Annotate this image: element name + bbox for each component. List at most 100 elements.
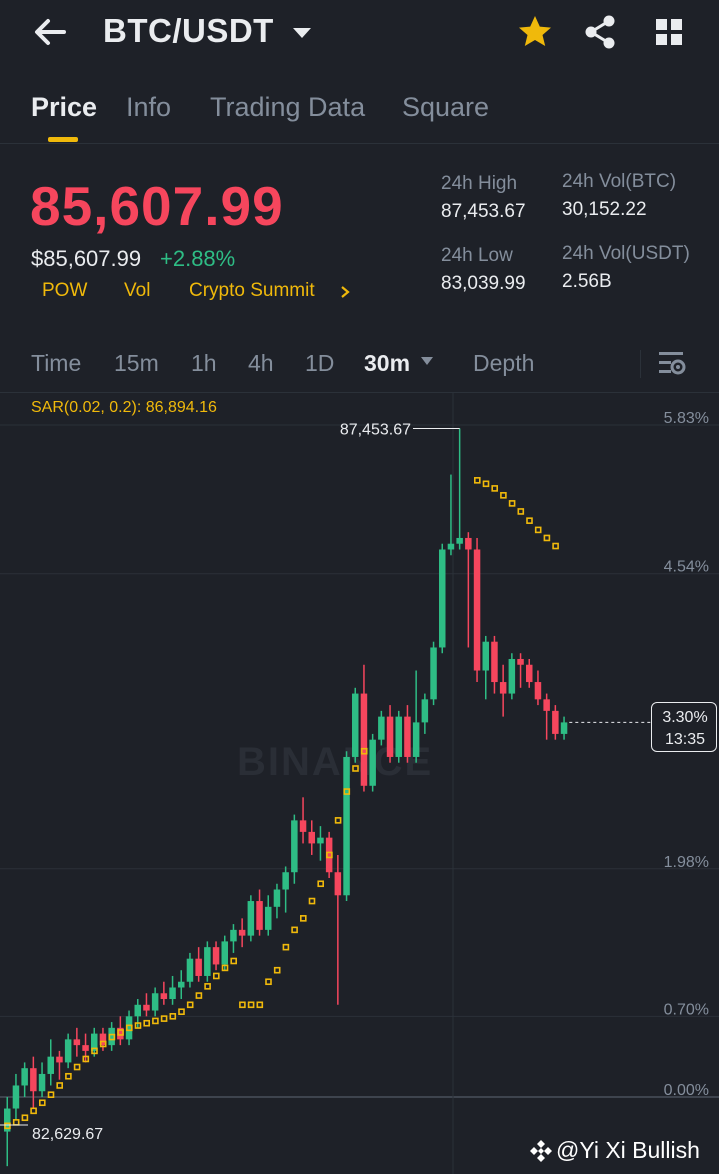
sar-dot <box>186 1001 194 1009</box>
grid-icon[interactable] <box>648 12 690 52</box>
tag-vol[interactable]: Vol <box>124 280 151 301</box>
sar-dot <box>317 880 325 888</box>
sar-dot <box>195 992 203 999</box>
sar-dot <box>160 1015 168 1022</box>
candle <box>334 872 342 896</box>
interval-depth[interactable]: Depth <box>473 350 535 376</box>
sar-dot <box>273 966 281 974</box>
axis-tick-label: 0.70% <box>664 1001 709 1018</box>
candle <box>21 1068 28 1086</box>
sar-dot <box>526 517 533 524</box>
sar-dot <box>491 485 499 492</box>
sar-dot <box>134 1022 142 1029</box>
candle <box>491 641 498 683</box>
candle <box>308 831 315 844</box>
sar-dot <box>213 972 220 980</box>
interval-30m[interactable]: 30m <box>364 350 411 376</box>
candle <box>230 929 237 942</box>
candle <box>508 658 516 694</box>
candle <box>499 682 507 694</box>
candle <box>534 682 542 700</box>
current-pct: 3.30% <box>662 709 708 726</box>
sar-dot <box>99 1040 107 1048</box>
axis-tick-label: 4.54% <box>664 559 709 576</box>
tab-price[interactable]: Price <box>31 92 98 122</box>
candle <box>160 993 168 1000</box>
stat-low-label: 24h Low <box>441 245 513 266</box>
candle <box>38 1073 46 1092</box>
price-change: +2.88% <box>160 246 236 271</box>
share-icon[interactable] <box>580 12 622 52</box>
sar-dot <box>543 534 551 542</box>
candle <box>4 1108 11 1132</box>
candle <box>273 889 281 907</box>
star-icon[interactable] <box>514 12 556 52</box>
candle <box>186 958 194 982</box>
interval-time[interactable]: Time <box>31 350 82 376</box>
candle <box>143 1004 150 1011</box>
candle <box>99 1033 107 1046</box>
sar-dot <box>169 1013 177 1020</box>
sar-dot <box>65 1072 72 1080</box>
axis-tick-label: 5.83% <box>664 410 709 427</box>
tag-crypto-summit[interactable]: Crypto Summit <box>189 280 315 301</box>
sar-dot <box>38 1099 46 1107</box>
chart-settings-icon[interactable] <box>656 348 688 378</box>
sar-dot <box>291 926 298 934</box>
tab-trading-data[interactable]: Trading Data <box>210 92 366 122</box>
sar-dot <box>152 1017 159 1025</box>
usd-price: $85,607.99 <box>31 246 142 271</box>
interval-4h[interactable]: 4h <box>248 350 274 376</box>
candle <box>82 1045 89 1051</box>
sar-dot <box>343 788 351 795</box>
sar-dot <box>473 477 481 484</box>
candle <box>134 1004 141 1017</box>
sar-dot <box>326 851 333 859</box>
candle <box>256 901 263 930</box>
candle <box>482 641 489 671</box>
back-arrow-icon[interactable] <box>28 12 72 52</box>
caret-down-icon[interactable] <box>420 356 434 366</box>
axis-tick-label: 1.98% <box>664 854 709 871</box>
sar-dot <box>221 964 229 972</box>
sar-dot <box>126 1024 133 1032</box>
sar-dot <box>56 1082 64 1089</box>
candle <box>12 1085 20 1109</box>
sar-dot <box>82 1055 90 1063</box>
candle <box>517 658 524 665</box>
active-tab-indicator <box>48 137 78 142</box>
stat-low-value: 83,039.99 <box>441 273 526 294</box>
low-marker-label: 82,629.67 <box>32 1126 103 1143</box>
candle <box>238 929 246 936</box>
interval-15m[interactable]: 15m <box>114 350 159 376</box>
pair-title[interactable]: BTC/USDT <box>103 12 274 49</box>
sar-dot <box>534 526 542 534</box>
candle <box>560 722 568 734</box>
tab-info[interactable]: Info <box>126 92 172 122</box>
tag-pow[interactable]: POW <box>42 280 88 301</box>
interval-1d[interactable]: 1D <box>305 350 335 376</box>
chevron-right-icon[interactable] <box>338 284 352 300</box>
interval-1h[interactable]: 1h <box>191 350 217 376</box>
candle <box>169 987 176 1000</box>
tab-square[interactable]: Square <box>402 92 490 122</box>
sar-dot <box>91 1047 98 1055</box>
tab-bar: Price Info Trading Data Square <box>0 84 719 144</box>
stat-high-value: 87,453.67 <box>441 201 526 222</box>
sar-dot <box>360 747 368 755</box>
sar-dot <box>552 542 559 550</box>
sar-dot <box>204 983 211 990</box>
sar-dot <box>21 1114 29 1122</box>
caret-down-icon[interactable] <box>290 22 314 42</box>
candle <box>265 906 272 930</box>
candle <box>117 1027 124 1040</box>
candle <box>73 1039 81 1046</box>
divider <box>0 392 719 393</box>
sar-dot <box>12 1119 20 1126</box>
stat-vol-btc-label: 24h Vol(BTC) <box>562 171 677 192</box>
top-bar: BTC/USDT <box>0 0 719 68</box>
candlestick-chart[interactable]: 5.83% 4.54% 1.98% 0.70% 0.00% 87,453.67 82,629… <box>0 393 719 1174</box>
candle <box>325 837 333 873</box>
sar-indicator-label: SAR(0.02, 0.2): 86,894.16 <box>31 399 217 416</box>
stat-vol-usdt-label: 24h Vol(USDT) <box>562 243 690 264</box>
